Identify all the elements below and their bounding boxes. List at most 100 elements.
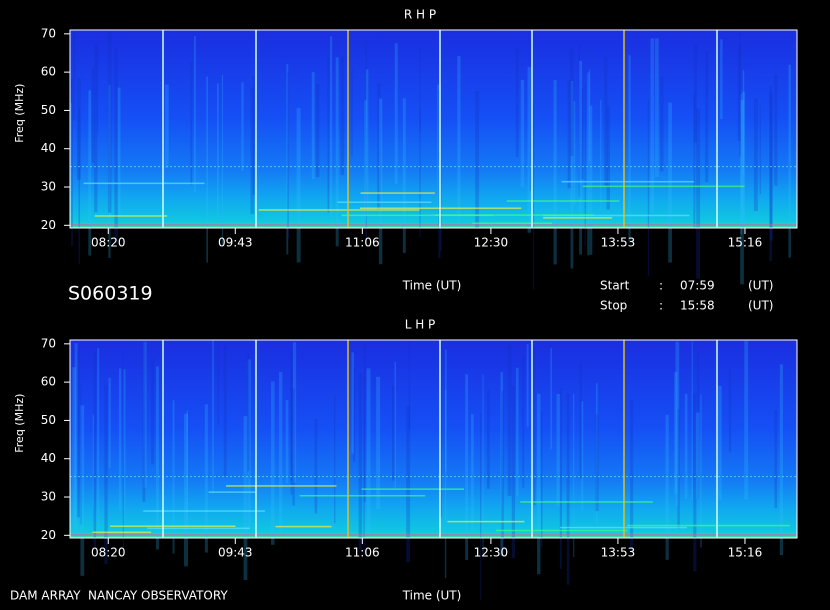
- spectrum-streak: [351, 352, 354, 454]
- y-tick-label: 20: [41, 218, 56, 232]
- spectrum-streak: [363, 343, 366, 502]
- spectrum-streak: [720, 39, 723, 119]
- spectrum-streak: [650, 38, 655, 213]
- spectrum-streak: [753, 98, 758, 211]
- spectrum-streak: [437, 84, 441, 211]
- spectrum-streak: [250, 87, 255, 215]
- spectrum-streak: [482, 374, 484, 557]
- spectrum-streak: [717, 385, 722, 500]
- spectrum-band: [360, 192, 435, 194]
- spectrum-band: [83, 182, 205, 185]
- spectrum-streak: [606, 105, 610, 210]
- spectrum-streak: [511, 385, 516, 559]
- spectrum-streak: [677, 408, 680, 529]
- spectrum-streak: [515, 47, 519, 157]
- y-tick-label: 60: [41, 375, 56, 389]
- spectrum-streak: [217, 83, 219, 217]
- spectrum-streak: [533, 103, 535, 290]
- spectrum-band: [275, 525, 332, 528]
- spectrum-streak: [674, 371, 678, 494]
- spectrum-streak: [697, 354, 700, 499]
- spectrum-streak: [737, 45, 741, 142]
- spectrum-streak: [589, 69, 591, 162]
- spectrum-streak: [96, 40, 99, 133]
- x-axis-label: Time (UT): [402, 279, 462, 293]
- spectrum-streak: [475, 91, 480, 228]
- spectrum-streak: [691, 341, 693, 500]
- spectrum-streak: [143, 341, 147, 488]
- spectrum-streak: [693, 392, 697, 572]
- spectrum-streak: [88, 90, 92, 256]
- x-tick-label: 12:30: [474, 236, 509, 250]
- spectrum-streak: [142, 342, 146, 502]
- spectrum-streak: [740, 93, 742, 235]
- spectrum-streak: [212, 340, 214, 494]
- footer: DAM ARRAY NANCAY OBSERVATORY: [10, 589, 228, 603]
- x-tick-label: 13:53: [601, 546, 636, 560]
- spectrum-streak: [578, 43, 581, 198]
- spectrum-band: [143, 510, 265, 512]
- y-axis-label: Freq (MHz): [13, 394, 26, 453]
- spectrum-streak: [352, 367, 356, 462]
- spectrum-streak: [358, 373, 363, 550]
- spectrum-streak: [311, 72, 315, 180]
- spectrum-streak: [315, 84, 320, 178]
- spectrum-streak: [465, 374, 469, 561]
- spectrum-streak: [527, 67, 531, 233]
- y-tick-label: 50: [41, 413, 56, 427]
- spectrum-streak: [108, 377, 111, 468]
- spectrum-streak: [402, 98, 406, 253]
- spectrum-streak: [589, 105, 593, 255]
- spectrum-streak: [526, 344, 529, 427]
- spectrum: [70, 30, 797, 228]
- x-tick-label: 09:43: [218, 236, 253, 250]
- x-tick-label: 11:06: [345, 546, 380, 560]
- x-tick-label: 12:30: [474, 546, 509, 560]
- spectrum-streak: [553, 80, 557, 265]
- start-sep: :: [659, 279, 663, 293]
- panel-title: R H P: [404, 8, 436, 22]
- spectrum-streak: [556, 394, 561, 506]
- spectrum-streak: [114, 48, 118, 244]
- y-tick-label: 40: [41, 451, 56, 465]
- spectrum-streak: [252, 76, 255, 195]
- spectrum-streak: [660, 76, 664, 172]
- spectrum-band: [208, 491, 256, 493]
- spectrum-streak: [739, 30, 741, 157]
- spectrum-streak: [334, 395, 336, 524]
- spectrum-streak: [221, 74, 224, 246]
- x-tick-label: 08:20: [91, 236, 126, 250]
- spectrum-streak: [290, 349, 293, 481]
- spectrum-band: [447, 520, 525, 523]
- y-tick-label: 30: [41, 490, 56, 504]
- spectrum-streak: [104, 384, 108, 564]
- spectrum-band: [337, 201, 432, 204]
- y-tick-label: 70: [41, 336, 56, 350]
- spectrum-streak: [292, 388, 295, 506]
- spectrum-streak: [76, 77, 81, 180]
- spectrum-streak: [335, 57, 339, 247]
- spectrum-streak: [579, 60, 583, 255]
- x-tick-label: 15:16: [728, 546, 763, 560]
- x-tick-label: 13:53: [601, 236, 636, 250]
- spectrum-streak: [788, 64, 791, 258]
- spectrum-streak: [480, 413, 482, 601]
- spectrum-streak: [700, 394, 702, 548]
- spectrum-streak: [74, 343, 78, 538]
- spectrum-streak: [559, 388, 563, 569]
- spectrum-band: [341, 214, 493, 217]
- spectrum-streak: [78, 108, 81, 265]
- plot-frame: [69, 29, 798, 229]
- spectrum-streak: [628, 55, 631, 243]
- x-tick-label: 11:06: [345, 236, 380, 250]
- spectrum-streak: [595, 383, 598, 527]
- spectrum-streak: [118, 368, 122, 511]
- spectrum-streak: [573, 101, 576, 206]
- stop-sep: :: [659, 299, 663, 313]
- spectrum-streak: [107, 30, 112, 213]
- spectrum-streak: [566, 393, 570, 585]
- spectrum-streak: [279, 372, 283, 532]
- spectrum-streak: [286, 63, 289, 255]
- spectrum-streak: [243, 416, 248, 581]
